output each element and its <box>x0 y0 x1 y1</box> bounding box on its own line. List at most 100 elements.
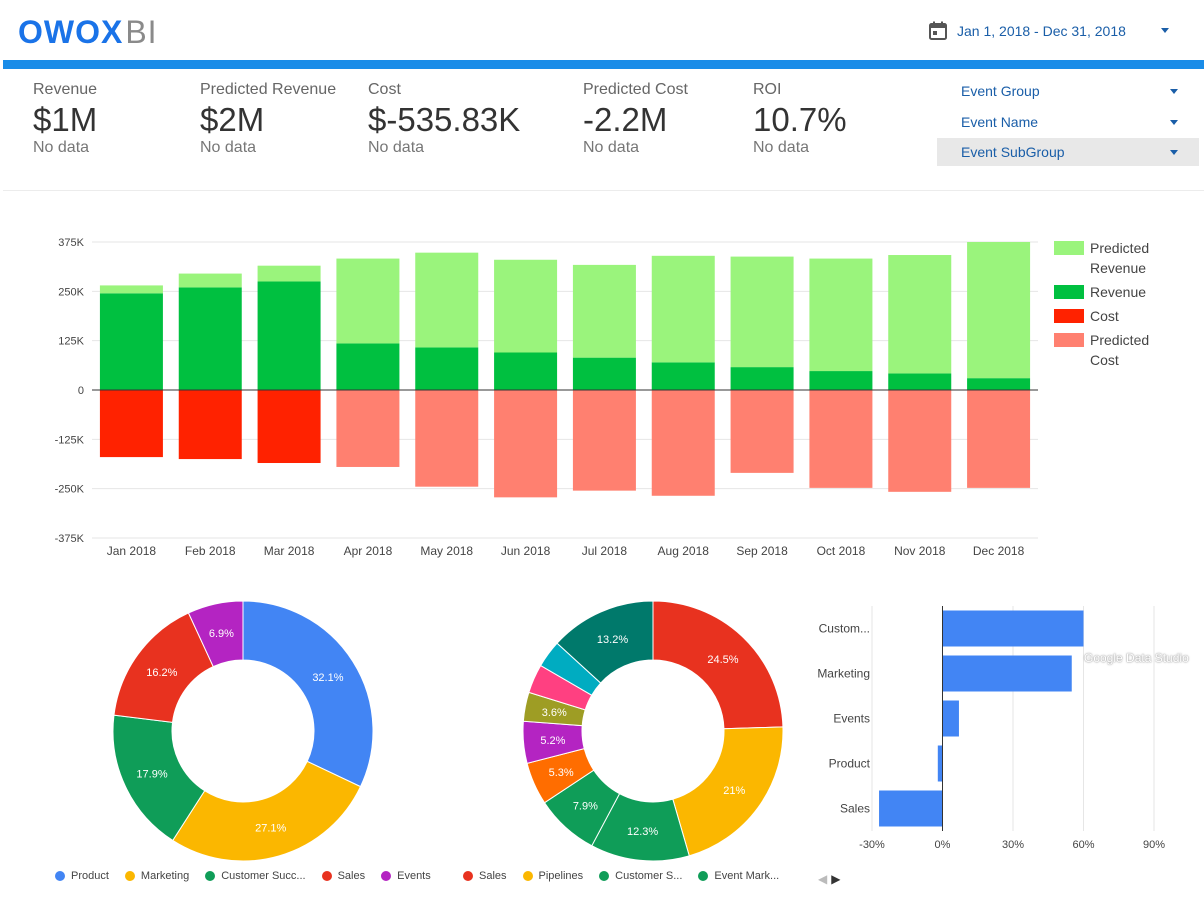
kpi-predicted-revenue: Predicted Revenue $2M No data <box>200 81 336 157</box>
bar-predicted-revenue[interactable] <box>415 252 479 348</box>
bar-revenue[interactable] <box>888 373 952 390</box>
legend-swatch <box>1054 309 1084 323</box>
x-tick-label: Dec 2018 <box>973 544 1025 558</box>
x-tick-label: 30% <box>1002 839 1024 851</box>
bar-predicted-revenue[interactable] <box>99 285 163 294</box>
legend-item[interactable]: Customer S... <box>599 870 682 882</box>
stacked-bar-chart: 375K 250K 125K 0 -125K -250K -375K Jan 2018 Feb … <box>55 237 1150 558</box>
legend-label: Revenue <box>1090 284 1146 300</box>
bar-predicted-cost[interactable] <box>967 390 1031 488</box>
x-tick-label: 90% <box>1143 839 1165 851</box>
chevron-down-icon <box>1170 120 1178 125</box>
slice-label: 13.2% <box>597 634 628 646</box>
bar-revenue[interactable] <box>809 371 873 390</box>
legend-item[interactable]: Sales <box>463 870 507 882</box>
legend-item[interactable]: Pipelines <box>522 870 584 882</box>
kpi-comparison: No data <box>368 139 425 156</box>
donut-slice[interactable] <box>652 600 784 730</box>
bar-cost[interactable] <box>99 390 163 458</box>
legend-dot <box>463 871 473 881</box>
bar-predicted-revenue[interactable] <box>572 264 636 358</box>
hbar[interactable] <box>879 790 943 827</box>
legend-dot <box>55 871 65 881</box>
y-tick-label: 125K <box>58 336 84 348</box>
legend-item[interactable]: Product <box>55 870 109 882</box>
filter-event-group[interactable]: Event Group <box>937 77 1199 105</box>
filter-event-subgroup[interactable]: Event SubGroup <box>937 138 1199 166</box>
legend-swatch <box>1054 333 1084 347</box>
date-range-text: Jan 1, 2018 - Dec 31, 2018 <box>957 23 1126 39</box>
bar-revenue[interactable] <box>336 343 400 390</box>
donut-slice[interactable] <box>172 760 362 862</box>
bar-predicted-cost[interactable] <box>336 390 400 467</box>
bar-revenue[interactable] <box>651 362 715 390</box>
bar-revenue[interactable] <box>99 293 163 390</box>
bar-predicted-revenue[interactable] <box>336 258 400 344</box>
y-category-label: Product <box>829 757 871 771</box>
hbar[interactable] <box>937 745 943 782</box>
owox-bi-logo[interactable]: OWOXBI <box>18 14 158 51</box>
hbar[interactable] <box>942 610 1084 647</box>
x-tick-label: May 2018 <box>420 544 473 558</box>
x-tick-label: Mar 2018 <box>264 544 315 558</box>
bar-predicted-cost[interactable] <box>809 390 873 488</box>
bar-predicted-revenue[interactable] <box>178 273 242 288</box>
donut-slice[interactable] <box>556 600 654 684</box>
legend-swatch <box>1054 241 1084 255</box>
kpi-roi: ROI 10.7% No data <box>753 81 847 157</box>
kpi-label: ROI <box>753 81 782 98</box>
bar-cost[interactable] <box>257 390 321 464</box>
filter-label: Event Group <box>961 83 1040 99</box>
bar-revenue[interactable] <box>730 367 794 390</box>
kpi-value: $1M <box>33 101 98 138</box>
bar-predicted-cost[interactable] <box>494 390 558 498</box>
bar-predicted-revenue[interactable] <box>651 255 715 363</box>
logo-sub-text: BI <box>125 14 158 50</box>
bar-predicted-revenue[interactable] <box>257 265 321 282</box>
bar-revenue[interactable] <box>967 378 1031 390</box>
donut-slice[interactable] <box>672 726 784 857</box>
filter-event-name[interactable]: Event Name <box>937 108 1199 136</box>
legend-item[interactable]: Marketing <box>124 870 189 882</box>
legend-label: Pipelines <box>538 870 584 882</box>
x-tick-label: Nov 2018 <box>894 544 946 558</box>
donut-slice[interactable] <box>242 600 374 788</box>
bar-revenue[interactable] <box>572 357 636 390</box>
bar-revenue[interactable] <box>415 347 479 390</box>
kpi-label: Predicted Cost <box>583 81 688 98</box>
y-tick-label: -375K <box>55 533 85 545</box>
legend-dot <box>381 871 392 881</box>
hbar[interactable] <box>942 655 1072 692</box>
horizontal-bar-chart: -30% 0% 30% 60% 90% Custom... Marketing Events P… <box>817 606 1165 851</box>
slice-label: 32.1% <box>312 672 343 684</box>
kpi-predicted-cost: Predicted Cost -2.2M No data <box>583 81 688 157</box>
next-page-icon[interactable]: ▶ <box>831 872 841 886</box>
bar-predicted-cost[interactable] <box>572 390 636 491</box>
bar-predicted-cost[interactable] <box>415 390 479 487</box>
date-range-picker[interactable]: Jan 1, 2018 - Dec 31, 2018 <box>928 18 1178 44</box>
bar-predicted-cost[interactable] <box>888 390 952 492</box>
bar-predicted-cost[interactable] <box>730 390 794 473</box>
donut-slice[interactable] <box>187 600 244 668</box>
legend-item[interactable]: Events <box>381 870 431 882</box>
bar-predicted-revenue[interactable] <box>494 259 558 353</box>
slice-label: 24.5% <box>707 654 738 666</box>
bar-predicted-revenue[interactable] <box>809 258 873 372</box>
bar-cost[interactable] <box>178 390 242 460</box>
legend-item[interactable]: Sales <box>321 870 365 882</box>
legend-item[interactable]: Customer Succ... <box>205 870 306 882</box>
bar-predicted-cost[interactable] <box>651 390 715 496</box>
bar-predicted-revenue[interactable] <box>967 242 1031 379</box>
prev-page-icon[interactable]: ◀ <box>818 872 828 886</box>
x-tick-label: Aug 2018 <box>658 544 710 558</box>
bar-predicted-revenue[interactable] <box>730 256 794 368</box>
bar-revenue[interactable] <box>257 281 321 390</box>
legend-pager[interactable]: ◀ ▶ <box>818 872 844 886</box>
hbar[interactable] <box>942 700 959 737</box>
bar-revenue[interactable] <box>494 352 558 390</box>
bar-revenue[interactable] <box>178 287 242 390</box>
legend-dot <box>205 871 216 881</box>
bar-predicted-revenue[interactable] <box>888 255 952 374</box>
legend-item[interactable]: Event Mark... <box>698 870 779 882</box>
